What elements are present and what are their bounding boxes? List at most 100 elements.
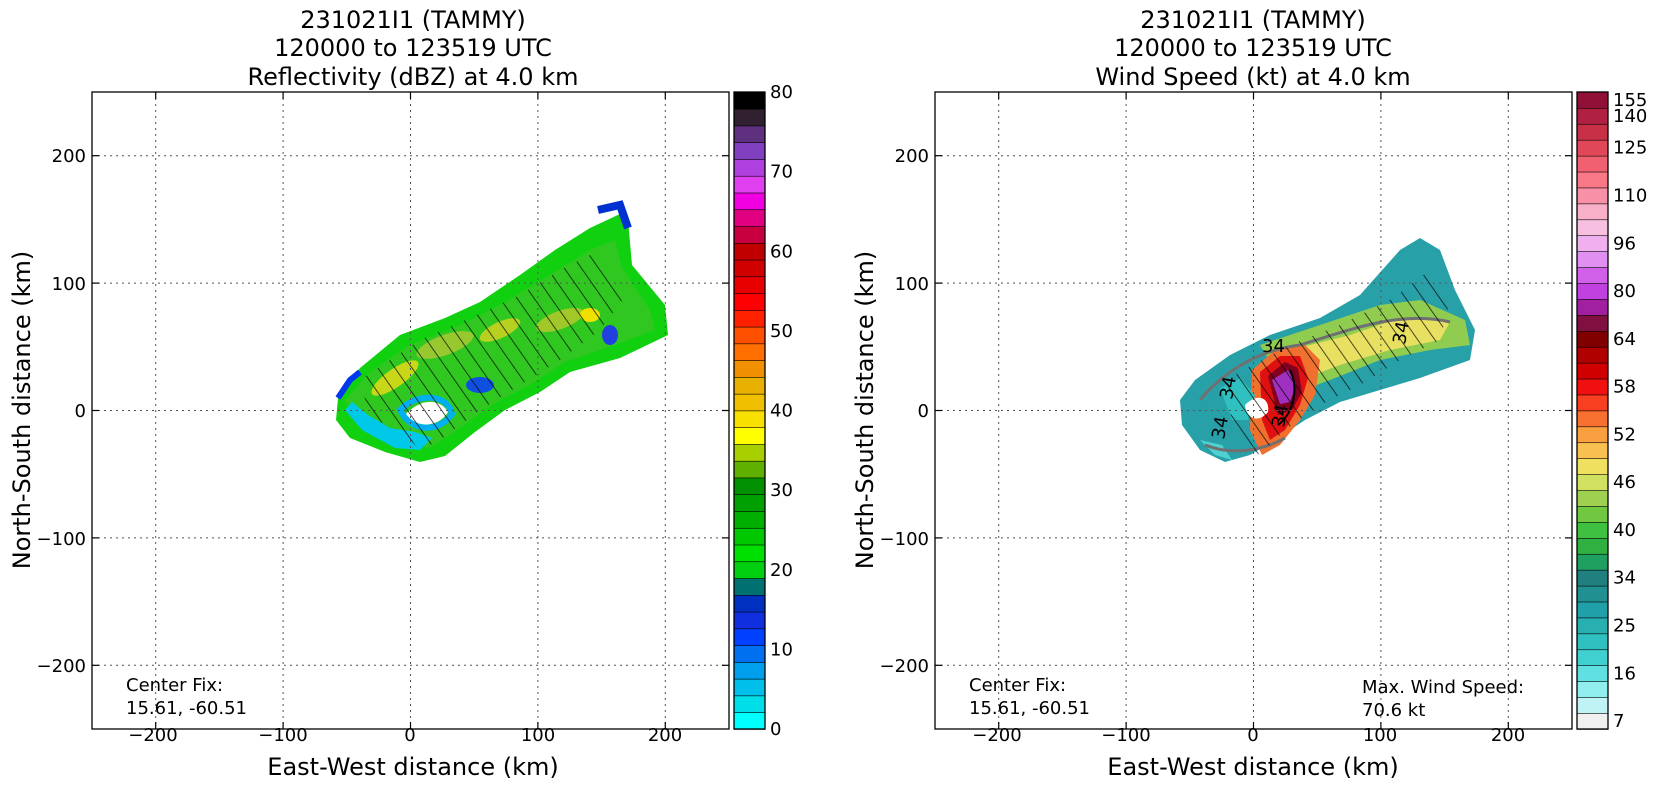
wind-colorbar-tick-label: 46 bbox=[1613, 472, 1636, 493]
reflectivity-colorbar-ticks: 0 10 20 30 40 50 60 70 80 bbox=[770, 82, 793, 740]
reflectivity-x-tick-label: −100 bbox=[258, 725, 307, 746]
reflectivity-y-tick-label: −100 bbox=[37, 529, 86, 550]
wind-center-fix-value: 15.61, -60.51 bbox=[969, 698, 1090, 719]
wind-colorbar-segment bbox=[1576, 139, 1609, 157]
wind-colorbar-tick-label: 40 bbox=[1613, 520, 1636, 541]
wind-colorbar-segment bbox=[1576, 664, 1609, 682]
reflectivity-colorbar-segment bbox=[733, 426, 766, 445]
reflectivity-colorbar-segment bbox=[733, 91, 766, 110]
wind-colorbar-segment bbox=[1576, 171, 1609, 189]
reflectivity-x-tick-label: 100 bbox=[521, 725, 555, 746]
wind-y-tick-label: 200 bbox=[895, 146, 929, 167]
wind-colorbar bbox=[1576, 91, 1609, 730]
wind-colorbar-segment bbox=[1576, 649, 1609, 667]
wind-colorbar-segment bbox=[1576, 235, 1609, 252]
reflectivity-colorbar-segment bbox=[733, 594, 766, 613]
wind-colorbar-segment bbox=[1576, 203, 1609, 221]
reflectivity-y-tick-label: 200 bbox=[52, 146, 86, 167]
reflectivity-colorbar-tick-label: 40 bbox=[770, 401, 793, 422]
reflectivity-colorbar-segment bbox=[733, 393, 766, 412]
reflectivity-colorbar-segment bbox=[733, 376, 766, 395]
wind-colorbar-segment bbox=[1576, 298, 1609, 316]
reflectivity-title-line-2: 120000 to 123519 UTC bbox=[274, 34, 552, 62]
wind-y-tick-label: −100 bbox=[880, 529, 929, 550]
wind-colorbar-segment bbox=[1576, 505, 1609, 523]
wind-x-tick-label: −200 bbox=[972, 725, 1021, 746]
reflectivity-colorbar-segment bbox=[733, 510, 766, 529]
reflectivity-colorbar-segment bbox=[733, 711, 766, 730]
wind-colorbar-segment bbox=[1576, 680, 1609, 698]
wind-colorbar-segment bbox=[1576, 457, 1609, 475]
max-wind-speed-label: Max. Wind Speed: bbox=[1362, 677, 1524, 698]
reflectivity-x-tick-label: 0 bbox=[404, 725, 415, 746]
wind-colorbar-segment bbox=[1576, 187, 1609, 205]
wind-title-line-3: Wind Speed (kt) at 4.0 km bbox=[1095, 63, 1410, 91]
contour-label-34: 34 bbox=[1216, 375, 1241, 401]
wind-colorbar-segment bbox=[1576, 410, 1609, 428]
reflectivity-colorbar-tick-label: 10 bbox=[770, 639, 793, 660]
wind-colorbar-tick-label: 110 bbox=[1613, 186, 1647, 207]
wind-x-tick-label: 200 bbox=[1491, 725, 1525, 746]
wind-colorbar-segment bbox=[1576, 696, 1609, 714]
wind-colorbar-tick-label: 7 bbox=[1613, 711, 1624, 732]
reflectivity-colorbar-frame bbox=[733, 91, 766, 730]
wind-colorbar-tick-label: 52 bbox=[1613, 424, 1636, 445]
wind-x-tick-label: 100 bbox=[1363, 725, 1397, 746]
reflectivity-center-fix-label: Center Fix: bbox=[126, 675, 223, 696]
wind-colorbar-segment bbox=[1576, 569, 1609, 587]
reflectivity-colorbar-segment bbox=[733, 410, 766, 428]
reflectivity-y-tick-label: 0 bbox=[75, 401, 86, 422]
wind-colorbar-segment bbox=[1576, 633, 1609, 651]
reflectivity-center-fix-value: 15.61, -60.51 bbox=[126, 698, 247, 719]
reflectivity-x-axis-label: East-West distance (km) bbox=[267, 753, 558, 781]
reflectivity-panel: 231021I1 (TAMMY) 120000 to 123519 UTC Re… bbox=[8, 6, 793, 781]
reflectivity-y-tick-label: −200 bbox=[37, 656, 86, 677]
reflectivity-colorbar-tick-label: 20 bbox=[770, 560, 793, 581]
reflectivity-colorbar-segment bbox=[733, 175, 766, 194]
reflectivity-colorbar-tick-label: 80 bbox=[770, 82, 793, 103]
reflectivity-colorbar-segment bbox=[733, 544, 766, 563]
contour-label-34: 34 bbox=[1208, 415, 1233, 441]
reflectivity-colorbar-segment bbox=[733, 695, 766, 713]
wind-colorbar-segment bbox=[1576, 155, 1609, 173]
reflectivity-colorbar-segment bbox=[733, 108, 766, 127]
reflectivity-title-line-1: 231021I1 (TAMMY) bbox=[300, 6, 526, 34]
reflectivity-colorbar-segment bbox=[733, 326, 766, 345]
reflectivity-colorbar-segment bbox=[733, 561, 766, 579]
wind-colorbar-tick-label: 80 bbox=[1613, 281, 1636, 302]
wind-x-tick-label: 0 bbox=[1247, 725, 1258, 746]
wind-colorbar-segment bbox=[1576, 266, 1609, 284]
reflectivity-colorbar-segment bbox=[733, 309, 766, 328]
reflectivity-colorbar-segment bbox=[733, 678, 766, 697]
wind-colorbar-segment bbox=[1576, 362, 1609, 380]
wind-contour-labels: 34 34 34 34 34 bbox=[1208, 320, 1414, 441]
wind-colorbar-segment bbox=[1576, 394, 1609, 412]
wind-colorbar-segment bbox=[1576, 219, 1609, 237]
wind-colorbar-tick-label: 34 bbox=[1613, 568, 1636, 589]
wind-gridlines bbox=[935, 92, 1572, 729]
contour-label-34: 34 bbox=[1268, 403, 1293, 429]
reflectivity-x-tick-label: −200 bbox=[128, 725, 177, 746]
wind-colorbar-tick-label: 25 bbox=[1613, 615, 1636, 636]
wind-colorbar-segment bbox=[1576, 537, 1609, 555]
reflectivity-colorbar-tick-label: 60 bbox=[770, 241, 793, 262]
wind-colorbar-tick-label: 58 bbox=[1613, 377, 1636, 398]
reflectivity-colorbar-segment bbox=[733, 494, 766, 512]
contour-label-34: 34 bbox=[1262, 336, 1285, 357]
reflectivity-colorbar-segment bbox=[733, 225, 766, 244]
wind-y-tick-label: 0 bbox=[918, 401, 929, 422]
reflectivity-x-tick-label: 200 bbox=[648, 725, 682, 746]
reflectivity-colorbar-segment bbox=[733, 259, 766, 278]
reflectivity-colorbar-segment bbox=[733, 276, 766, 294]
reflectivity-colorbar-segment bbox=[733, 611, 766, 630]
wind-center-fix-label: Center Fix: bbox=[969, 675, 1066, 696]
reflectivity-colorbar-segment bbox=[733, 359, 766, 378]
wind-colorbar-segment bbox=[1576, 585, 1609, 603]
wind-colorbar-segment bbox=[1576, 521, 1609, 539]
wind-colorbar-frame bbox=[1576, 91, 1609, 730]
reflectivity-colorbar-segment bbox=[733, 242, 766, 261]
reflectivity-colorbar-tick-label: 0 bbox=[770, 719, 781, 740]
reflectivity-colorbar-segment bbox=[733, 125, 766, 143]
